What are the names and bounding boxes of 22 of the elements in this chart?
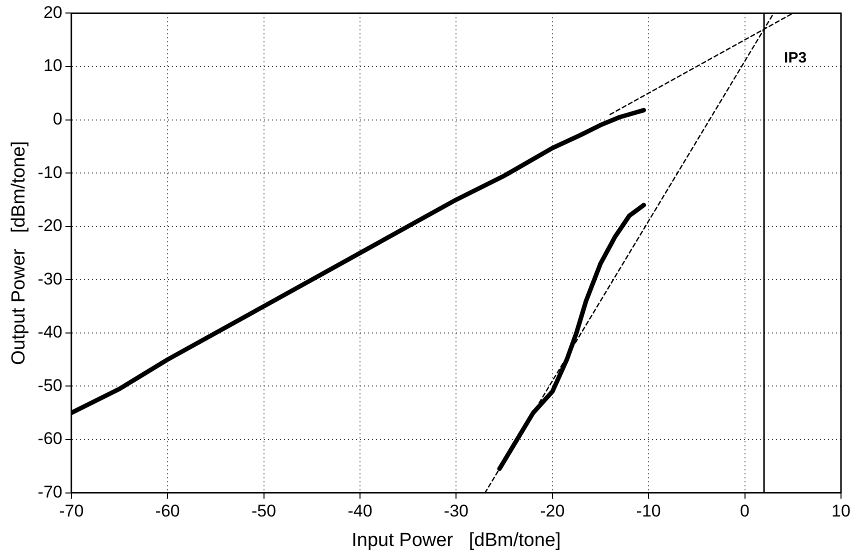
y-tick-label: -50 — [38, 376, 62, 395]
y-tick-label: -60 — [38, 429, 62, 448]
x-tick-label: -60 — [155, 502, 180, 521]
y-tick-label: -20 — [38, 216, 62, 236]
x-tick-label: 10 — [832, 502, 850, 521]
x-tick-label: -30 — [444, 502, 468, 521]
x-axis-title: Input Power [dBm/tone] — [352, 530, 561, 551]
y-tick-label: 10 — [43, 56, 62, 76]
x-tick-label: -20 — [540, 502, 565, 521]
y-tick-label: -70 — [38, 482, 62, 502]
y-tick-label: 20 — [43, 2, 62, 22]
y-tick-label: -10 — [38, 162, 62, 182]
ref-line-label: IP3 — [784, 49, 807, 66]
x-tick-label: -50 — [251, 502, 276, 521]
x-tick-label: 0 — [740, 502, 750, 521]
y-axis-title: Output Power [dBm/tone] — [8, 141, 30, 365]
y-tick-label: -30 — [38, 269, 62, 288]
x-tick-label: -10 — [636, 502, 661, 521]
x-tick-label: -40 — [348, 502, 372, 521]
y-tick-label: 0 — [52, 109, 62, 128]
y-tick-label: -40 — [38, 322, 62, 342]
x-tick-label: -70 — [59, 502, 84, 521]
